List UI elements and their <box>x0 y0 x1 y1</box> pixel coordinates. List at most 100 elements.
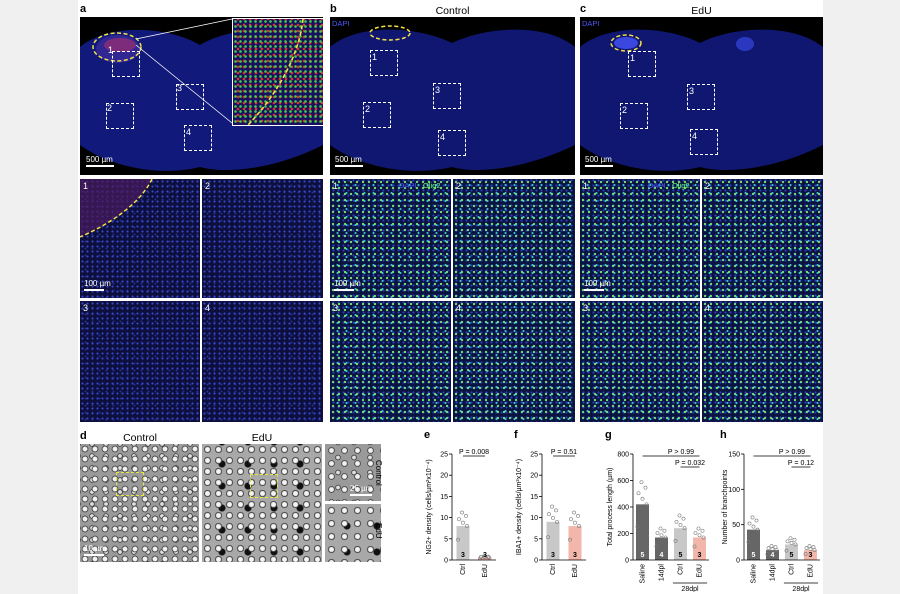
n-label: 4 <box>660 552 664 559</box>
tile-num: 2 <box>705 181 711 191</box>
data-point <box>487 555 491 560</box>
n-label: 5 <box>641 552 645 559</box>
roi-box-1 <box>112 51 140 77</box>
y-tick-label: 10 <box>440 515 448 522</box>
x-tick-label: Ctrl <box>678 564 685 575</box>
x-tick-label: EdU <box>808 564 815 578</box>
tile-num: 3 <box>83 303 89 313</box>
tile-num: 4 <box>705 303 711 313</box>
lesion-border <box>247 19 304 125</box>
n-label: 3 <box>698 552 702 559</box>
panel-b-tile-2: 2 <box>453 179 575 298</box>
roi-box-4 <box>184 125 212 151</box>
em-control-zoom: 25 µm <box>325 444 381 501</box>
stain-label-b-dapi: DAPI <box>399 181 417 190</box>
n-label: 3 <box>551 552 555 559</box>
bar-ctrl <box>456 526 470 560</box>
x-tick-label: 14dpl <box>659 564 666 582</box>
panel-a-tile-1: 1 100 µm <box>80 179 200 298</box>
side-label-control: Control <box>374 460 383 486</box>
data-point <box>785 539 790 544</box>
y-axis-label: Number of branchpoints <box>722 469 729 544</box>
data-point <box>774 548 779 553</box>
data-point <box>793 542 798 547</box>
tile-num: 4 <box>456 303 462 313</box>
stain-label-b-olig2: Olig2 <box>423 181 441 190</box>
n-label: 5 <box>790 552 794 559</box>
y-tick-label: 20 <box>440 473 448 480</box>
roi-num-1: 1 <box>108 45 114 55</box>
data-point <box>554 508 558 513</box>
roi-box-em <box>250 474 278 498</box>
data-point <box>456 537 460 542</box>
x-tick-label: EdU <box>572 564 579 578</box>
data-point <box>457 517 461 522</box>
tile-num: 2 <box>456 181 462 191</box>
data-point <box>655 531 660 535</box>
data-point <box>766 546 771 551</box>
roi-box-1 <box>370 50 398 76</box>
n-label: 3 <box>483 552 487 559</box>
roi-num-2: 2 <box>622 105 628 115</box>
data-point <box>755 527 760 532</box>
em-control: 10 µm <box>80 444 199 562</box>
y-tick-label: 5 <box>444 536 448 543</box>
roi-box-2 <box>620 103 648 129</box>
data-point <box>635 524 640 529</box>
n-label: 5 <box>679 552 683 559</box>
data-point <box>812 548 817 553</box>
bar-edu <box>568 526 582 560</box>
scalebar-b-overview: 500 µm <box>335 155 363 167</box>
roi-num-3: 3 <box>435 85 441 95</box>
roi-num-4: 4 <box>440 132 446 142</box>
roi-box-4 <box>690 129 718 155</box>
bar-edu <box>693 537 706 560</box>
roi-num-4: 4 <box>186 127 192 137</box>
n-label: 4 <box>771 552 775 559</box>
data-point <box>697 533 702 538</box>
y-tick-label: 20 <box>530 473 538 480</box>
data-point <box>765 552 770 556</box>
data-point <box>640 496 645 501</box>
x-tick-label: Ctrl <box>789 564 796 575</box>
data-point <box>555 519 559 524</box>
data-point <box>639 480 644 484</box>
panel-b-overview: DAPI 1 2 3 4 500 µm <box>330 17 575 175</box>
data-point <box>460 510 464 515</box>
data-point <box>483 555 487 560</box>
data-point <box>693 531 698 535</box>
roi-num-1: 1 <box>630 53 636 63</box>
p-value: P = 0.12 <box>788 460 814 467</box>
panel-a-tile-2: 2 <box>202 179 323 298</box>
data-point <box>804 546 809 551</box>
n-label: 3 <box>461 552 465 559</box>
data-point <box>692 544 697 549</box>
stain-label-b-overview: DAPI <box>332 19 350 28</box>
y-tick-label: 5 <box>534 536 538 543</box>
scalebar-d-large: 10 µm <box>84 544 106 556</box>
y-tick-label: 0 <box>625 558 629 565</box>
data-point <box>678 523 683 527</box>
bar-edu <box>804 550 817 560</box>
panel-b-tile-3: 3 <box>330 301 451 422</box>
roi-box-1 <box>628 51 656 77</box>
roi-box-3 <box>433 83 461 109</box>
chart-h: h 0 50 100 150 Number of branchpoints 5 Saline 4… <box>720 429 820 592</box>
roi-num-4: 4 <box>692 131 698 141</box>
bar-saline <box>636 504 649 560</box>
scalebar-c-overview: 500 µm <box>585 155 613 167</box>
group-label: 28dpl <box>792 586 810 592</box>
y-tick-label: 400 <box>617 505 629 512</box>
em-edu-zoom <box>325 504 381 562</box>
chart-label: f <box>514 429 518 441</box>
data-point <box>551 516 555 520</box>
y-tick-label: 50 <box>732 522 740 529</box>
roi-num-3: 3 <box>177 83 183 93</box>
y-axis-label: IBA1+ density (cells/µm²x10⁻⁴) <box>516 459 523 555</box>
data-point <box>770 547 775 552</box>
data-point <box>750 515 755 520</box>
roi-box-4 <box>438 130 466 156</box>
x-tick-label: Saline <box>751 564 758 584</box>
data-point <box>673 539 678 543</box>
data-point <box>754 518 759 523</box>
